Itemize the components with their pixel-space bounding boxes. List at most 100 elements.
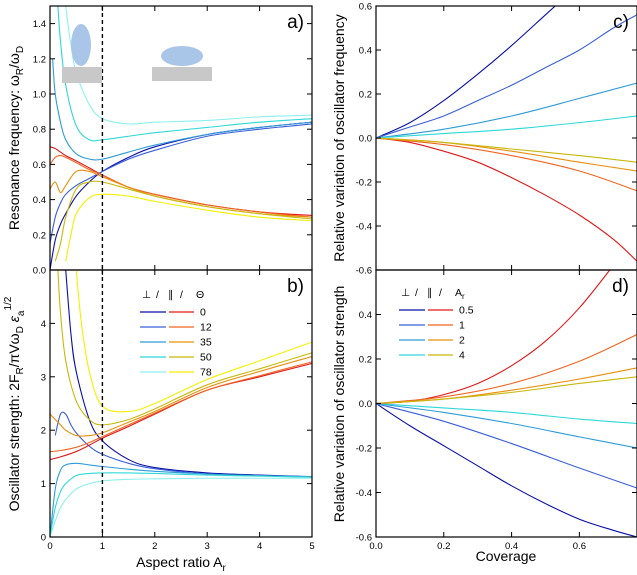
- legend-header: ∥: [427, 287, 432, 299]
- series-line-perp-2: [376, 402, 637, 449]
- x-tick-label: 2: [152, 541, 157, 552]
- geometry-inset: [62, 24, 212, 83]
- series-line-perp-0: [50, 121, 312, 270]
- x-tick-label: 0.0: [369, 541, 382, 552]
- series-line-par-8: [57, 270, 312, 426]
- legend-label: 4: [459, 350, 465, 362]
- prolate-particle-icon: [71, 24, 91, 66]
- x-axis-label: Aspect ratio Ar: [136, 554, 226, 574]
- panel-label: d): [612, 276, 629, 297]
- legend-header: /: [180, 289, 183, 301]
- series-line-perp-3: [50, 472, 312, 537]
- y-tick-label: 0.4: [359, 46, 372, 57]
- series-line-perp-1: [54, 411, 312, 478]
- series-line-perp-3: [376, 402, 637, 425]
- panel-label: c): [613, 12, 629, 33]
- legend-label: 0: [200, 307, 206, 319]
- series-line-par-5: [376, 137, 637, 192]
- x-tick-label: 0.4: [505, 541, 518, 552]
- panel-a: 0.0 0.2 0.4 0.6 0.8 1.0 1.2 1.4 a): [33, 5, 313, 277]
- x-tick-label: 5: [309, 541, 314, 552]
- series-line-perp-0: [376, 403, 637, 537]
- y-tick-label: 4: [41, 319, 46, 330]
- series-line-par-7: [376, 376, 637, 405]
- legend-header: ∥: [168, 289, 173, 301]
- panel-d: 0.0 0.2 0.4 0.6 -0.6 -0.4 -0.2 0.0 0.2 0.4 d): [356, 269, 637, 552]
- x-tick-label: 3: [205, 541, 210, 552]
- series-line-perp-1: [50, 123, 312, 244]
- y-tick-label: 0.0: [359, 134, 372, 145]
- y-tick-label: 1.4: [33, 19, 46, 30]
- y-tick-label: 0.0: [33, 266, 46, 277]
- panel-label: b): [287, 276, 304, 297]
- plot-frame: [49, 269, 313, 538]
- y-tick-label: 0: [41, 533, 46, 544]
- x-tick-label: 4: [257, 541, 262, 552]
- y-tick-label: 1: [41, 479, 46, 490]
- legend-label: 78: [200, 367, 212, 379]
- series-line-perp-1: [376, 14, 637, 139]
- y-tick-label: 1.2: [33, 54, 46, 65]
- legend-header: /: [439, 287, 442, 299]
- legend-label: 35: [200, 337, 212, 349]
- series-line-perp-2: [52, 58, 312, 161]
- legend-header: Θ: [196, 289, 204, 301]
- series-line-perp-0: [376, 6, 556, 139]
- y-tick-label: -0.2: [356, 444, 372, 455]
- y-tick-label: 0.8: [33, 125, 46, 136]
- legend-header: ⊥: [401, 287, 410, 299]
- y-axis-label: Resonance frequency: ωR/ωD: [6, 46, 26, 230]
- series-line-par-8: [54, 180, 312, 262]
- y-tick-label: -0.4: [356, 488, 372, 499]
- series-line-par-4: [376, 137, 637, 262]
- series-line-par-4: [376, 270, 611, 405]
- series-line-perp-3: [376, 115, 637, 139]
- series-line-par-6: [50, 361, 312, 453]
- legend-header: /: [415, 287, 418, 299]
- y-tick-label: 3: [41, 372, 46, 383]
- y-tick-label: -0.2: [356, 178, 372, 189]
- y-tick-label: -0.4: [356, 222, 372, 233]
- y-tick-label: 1.0: [33, 90, 46, 101]
- y-axis-label: Relative variation of oscillator frequen…: [331, 14, 347, 261]
- plot-frame: [375, 5, 637, 271]
- legend-header: /: [156, 289, 159, 301]
- y-tick-label: -0.6: [356, 533, 372, 544]
- series-line-par-7: [376, 137, 637, 163]
- y-tick-label: 0.2: [359, 355, 372, 366]
- legend-label: 1: [459, 320, 465, 332]
- series-group: [376, 6, 637, 262]
- legend-label: 50: [200, 352, 212, 364]
- y-tick-label: 0.2: [33, 230, 46, 241]
- series-line-par-5: [376, 334, 637, 405]
- series-line-par-5: [50, 362, 312, 461]
- y-tick-label: 0.2: [359, 90, 372, 101]
- x-axis-label: Coverage: [476, 548, 537, 564]
- series-line-par-9: [65, 193, 312, 262]
- x-tick-label: 0.2: [437, 541, 450, 552]
- series-line-par-6: [50, 155, 312, 218]
- series-line-perp-1: [376, 402, 637, 489]
- panel-c: -0.6 -0.4 -0.2 0.0 0.2 0.4 0.6 c): [356, 2, 637, 277]
- legend-header: ⊥: [142, 289, 151, 301]
- y-tick-label: 0.6: [359, 2, 372, 13]
- y-axis-label: Oscillator strength: 2FR/πVωD εa1/2: [3, 296, 27, 511]
- legend-label: 0.5: [459, 305, 474, 317]
- legend: ⊥ / ∥ / Ar 0.5 1 2 4: [399, 287, 474, 362]
- y-tick-label: 0.4: [359, 310, 372, 321]
- x-tick-label: 1: [100, 541, 105, 552]
- y-tick-label: -0.6: [356, 266, 372, 277]
- y-tick-label: 2: [41, 426, 46, 437]
- y-tick-label: 0.6: [33, 160, 46, 171]
- legend: ⊥ / ∥ / Θ 0 12 35 50 78: [140, 289, 212, 379]
- legend-label: 2: [459, 335, 465, 347]
- series-line-par-9: [75, 270, 312, 413]
- oblate-particle-icon: [161, 46, 203, 66]
- series-line-perp-2: [50, 462, 312, 537]
- y-tick-label: 0.4: [33, 195, 46, 206]
- series-group: [376, 270, 637, 537]
- series-line-par-6: [376, 367, 637, 405]
- series-line-perp-2: [376, 82, 637, 139]
- legend-label: 12: [200, 322, 212, 334]
